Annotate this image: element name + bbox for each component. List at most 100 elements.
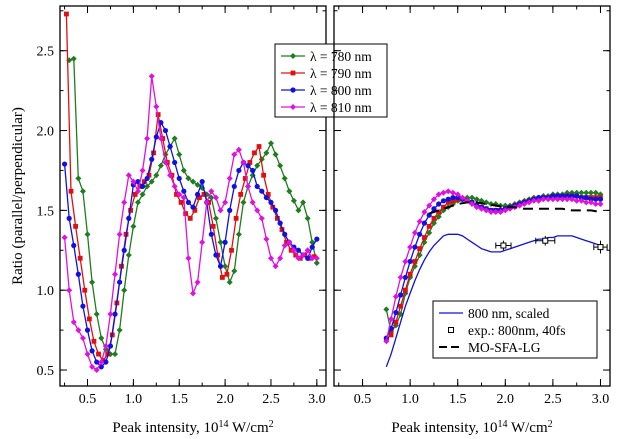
legend-left: λ = 780 nm λ = 790 nm λ = 800 nm λ = 810 nm	[274, 43, 388, 118]
series-7	[495, 235, 608, 254]
data-point	[100, 358, 106, 363]
data-point	[116, 327, 123, 334]
data-point	[153, 172, 160, 179]
data-point	[185, 199, 192, 205]
data-point	[194, 191, 201, 198]
data-point	[279, 227, 285, 232]
data-point	[417, 246, 423, 252]
data-point	[402, 274, 408, 281]
data-point	[256, 144, 262, 149]
data-point	[435, 213, 442, 220]
data-point	[229, 247, 234, 253]
data-point	[190, 290, 196, 297]
data-point	[431, 206, 437, 212]
data-point	[93, 367, 100, 374]
legend-marker	[290, 87, 296, 93]
data-point	[250, 167, 256, 174]
data-point	[222, 199, 229, 206]
y-tick-label: 0.5	[37, 364, 55, 379]
x-axis-label: Peak intensity, 1014 W/cm2	[391, 419, 552, 437]
data-point	[388, 332, 394, 338]
data-point	[190, 204, 196, 210]
data-point	[149, 156, 155, 162]
x-tick-label: 3.0	[592, 392, 610, 407]
data-point	[445, 196, 451, 202]
data-point	[526, 199, 533, 206]
legend-label: λ = 780 nm	[310, 49, 372, 64]
data-point	[569, 193, 575, 199]
data-point	[578, 197, 585, 204]
x-tick-label: 2.0	[216, 392, 234, 407]
legend-label: exp.: 800nm, 40fs	[468, 323, 566, 338]
data-point	[455, 194, 461, 201]
data-point	[516, 202, 523, 209]
data-point	[290, 247, 297, 254]
data-point	[431, 215, 437, 221]
data-point	[146, 172, 152, 178]
data-point	[450, 198, 456, 204]
data-point	[263, 194, 269, 201]
data-point	[84, 231, 91, 238]
data-point	[148, 73, 155, 80]
series-6	[428, 201, 601, 215]
data-point	[593, 196, 599, 202]
data-point	[236, 167, 242, 174]
data-point	[398, 292, 404, 298]
data-point	[112, 311, 118, 317]
data-point	[407, 244, 414, 251]
data-point	[587, 189, 594, 196]
data-point	[574, 193, 580, 199]
x-tick-label: 1.5	[170, 392, 188, 407]
data-point	[267, 255, 274, 262]
data-point	[240, 199, 247, 206]
data-point	[274, 215, 280, 221]
data-point	[91, 338, 97, 344]
x-tick-label: 0.5	[354, 392, 372, 407]
data-point	[84, 351, 91, 358]
data-point	[436, 201, 442, 207]
data-point	[421, 220, 428, 226]
data-point	[176, 175, 182, 182]
data-point	[295, 255, 302, 262]
data-point	[265, 192, 271, 197]
data-point	[277, 220, 283, 226]
data-point	[555, 193, 561, 199]
data-point	[286, 239, 293, 246]
data-point	[272, 151, 279, 158]
legend-marker	[290, 104, 296, 110]
data-point	[125, 252, 132, 259]
data-point	[550, 193, 556, 199]
data-point	[116, 231, 123, 238]
data-point	[144, 183, 151, 190]
data-point	[247, 160, 253, 165]
data-point	[412, 259, 418, 264]
data-point	[473, 196, 480, 203]
data-point	[597, 196, 604, 202]
data-point	[176, 151, 183, 158]
data-point	[592, 200, 599, 207]
data-point	[130, 223, 137, 230]
series-line	[385, 233, 601, 368]
data-point	[112, 271, 119, 278]
data-point	[96, 351, 101, 357]
data-point	[282, 231, 288, 237]
data-point	[426, 223, 432, 229]
data-point	[313, 255, 320, 262]
data-point	[235, 231, 242, 238]
data-point	[449, 189, 456, 196]
data-point	[103, 359, 109, 365]
data-point	[89, 363, 96, 370]
data-point	[194, 279, 201, 286]
data-point	[473, 204, 480, 211]
data-point	[70, 319, 77, 326]
data-point	[121, 287, 128, 294]
data-point	[178, 199, 184, 205]
data-point	[68, 188, 74, 194]
data-point	[430, 196, 437, 203]
data-point	[304, 247, 311, 254]
data-point	[235, 146, 242, 153]
data-point	[440, 198, 447, 204]
data-point	[492, 208, 499, 215]
x-tick-label: 2.5	[262, 392, 280, 407]
legend-marker	[290, 70, 296, 76]
